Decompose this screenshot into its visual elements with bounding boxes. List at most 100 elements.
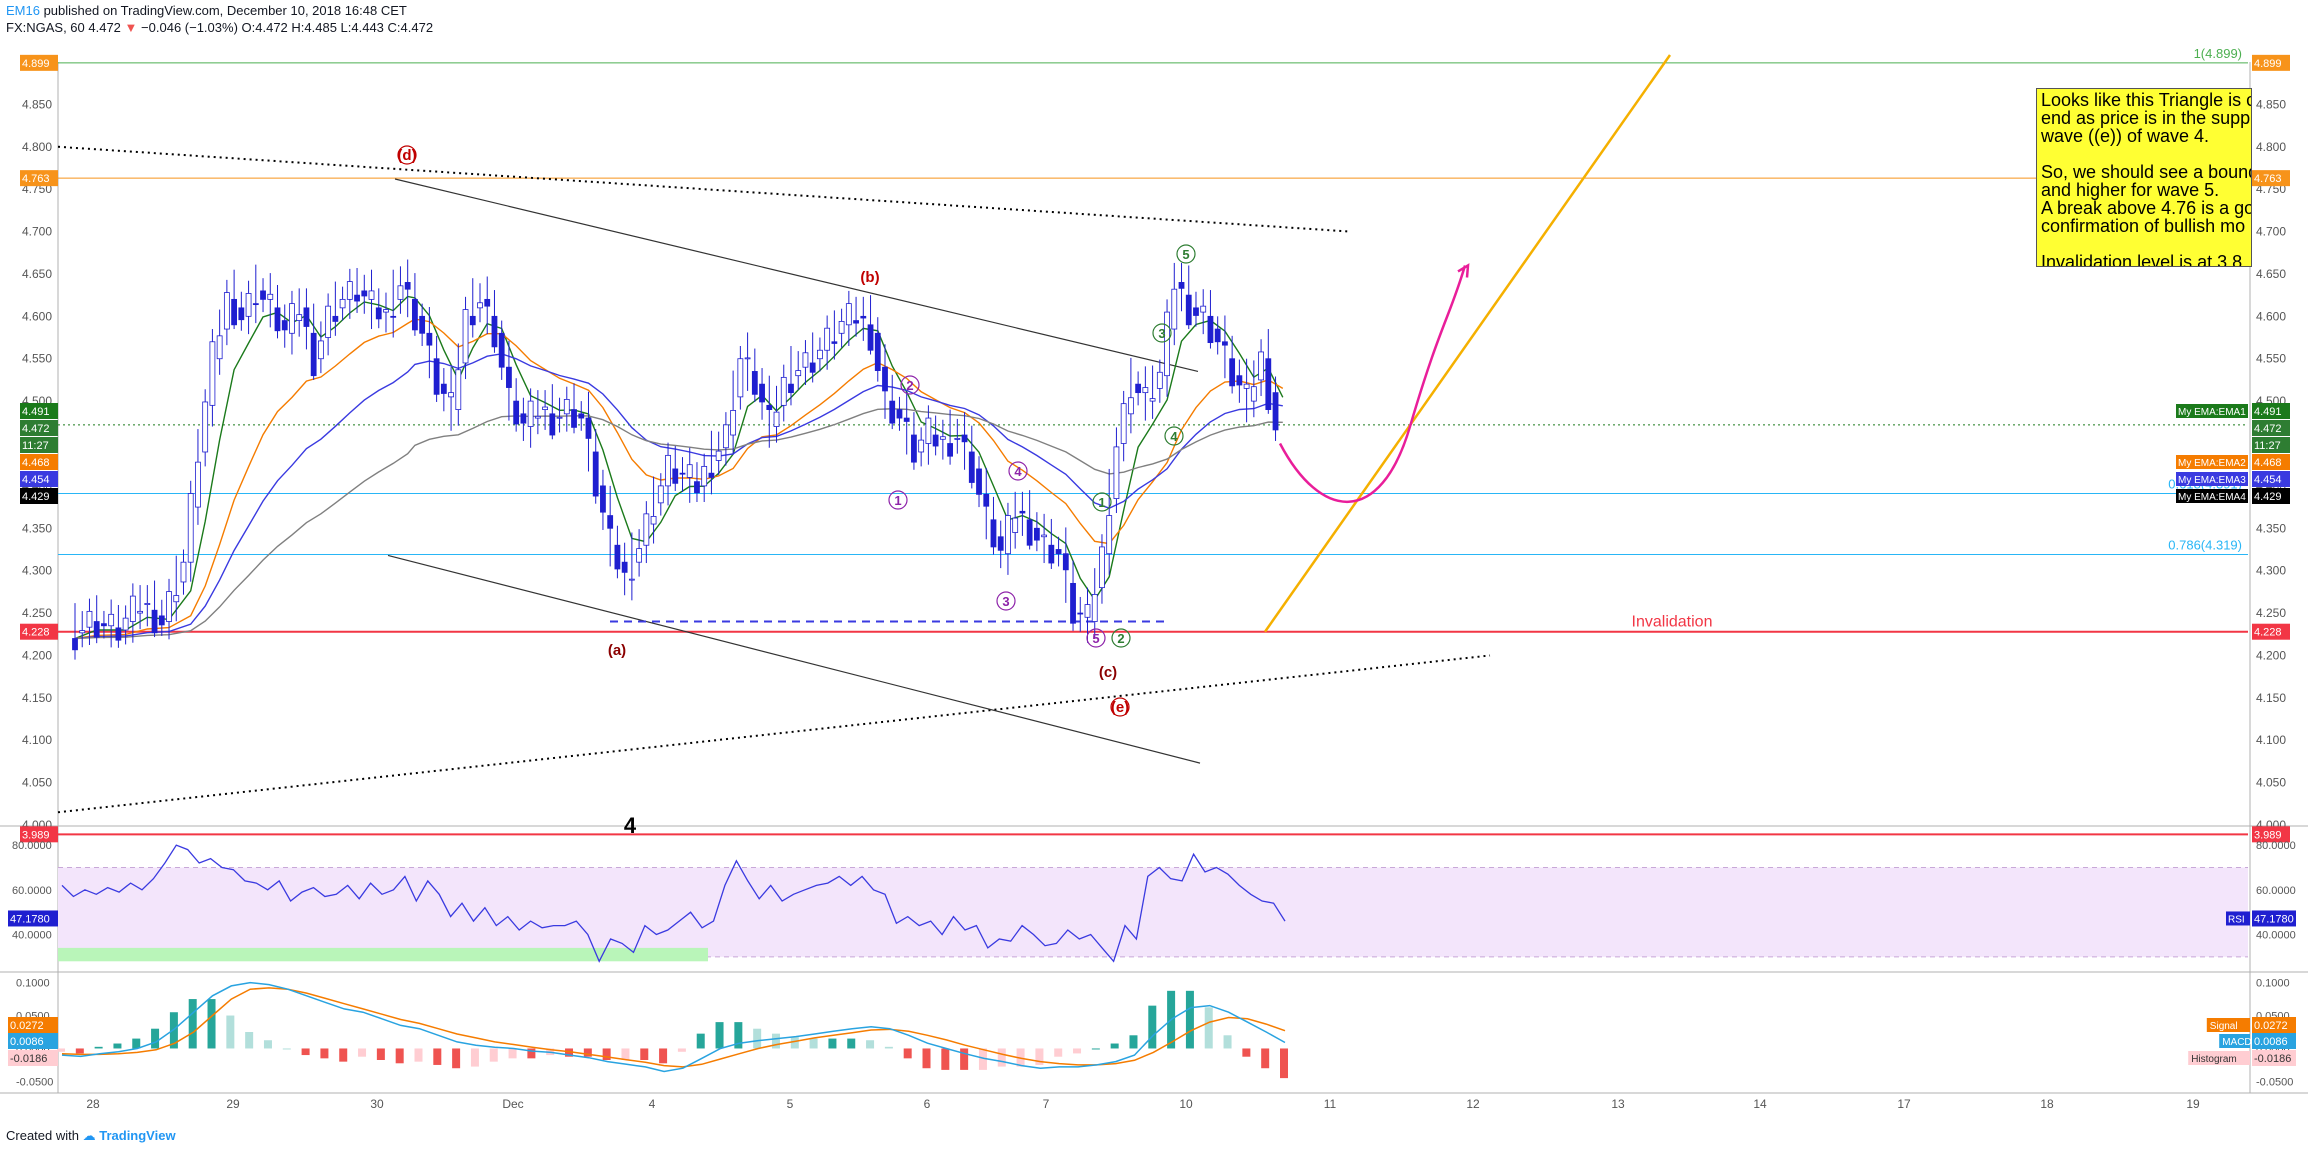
macd-histogram-bar (753, 1028, 762, 1049)
candle-body (737, 358, 744, 398)
ema-axis-tag-right (2252, 420, 2290, 436)
candle-body (983, 493, 990, 507)
tradingview-brand[interactable]: TradingView (99, 1128, 176, 1143)
candle-body (137, 610, 143, 614)
candle-body (976, 468, 982, 495)
candle-body (925, 417, 932, 444)
candle-body (252, 303, 259, 306)
ema-axis-value-left: 4.468 (22, 457, 50, 469)
candle-body (158, 615, 165, 626)
candle-body (433, 358, 440, 395)
channel-upper-line (394, 178, 1199, 373)
candle-body (571, 409, 577, 428)
candle-body (1156, 371, 1163, 389)
time-tick: 7 (1043, 1097, 1050, 1111)
candle-body (802, 352, 809, 368)
macd-tick-left: 0.1000 (16, 978, 50, 990)
price-tick-left: 4.100 (22, 733, 52, 747)
level-axis-tag-left (20, 54, 58, 71)
candle-body (1214, 328, 1221, 343)
macd-tick-right: 0.1000 (2256, 978, 2290, 990)
macd-histogram-bar (941, 1048, 950, 1070)
candle-body (1193, 307, 1199, 316)
macd-histogram-bar (1204, 1007, 1213, 1049)
wave-label-circle (1092, 492, 1112, 512)
ema-axis-value-left: 4.491 (22, 406, 50, 418)
candle-body (390, 315, 397, 318)
candle-body (534, 415, 541, 419)
ema-axis-tag-left (20, 403, 58, 419)
candle-body (997, 536, 1004, 551)
candle-body (636, 548, 643, 563)
candle-body (202, 401, 209, 453)
macd-histogram-bar (282, 1048, 291, 1050)
candle-body (513, 400, 520, 425)
candle-body (1250, 386, 1257, 402)
macd-histogram-bar (828, 1038, 837, 1049)
candle-body (643, 513, 650, 546)
price-tick-left: 4.200 (22, 648, 52, 662)
wave-label: (d) (397, 147, 416, 164)
candle-body (614, 544, 621, 570)
candle-body (506, 366, 512, 388)
candle-body (1236, 375, 1243, 386)
ema-axis-value-right: 4.454 (2254, 474, 2282, 486)
candle-body (93, 621, 100, 638)
candle-body (628, 578, 635, 581)
ema-axis-value-right: 4.429 (2254, 491, 2282, 503)
candle-body (1185, 294, 1192, 326)
level-text: 0.786(4.319) (2168, 538, 2242, 553)
macd-histogram-bar (922, 1048, 931, 1069)
candle-body (788, 383, 794, 394)
candle-body (990, 519, 997, 548)
ema-axis-tag-right (2252, 403, 2290, 419)
macd-histogram-bar (602, 1048, 611, 1060)
time-tick: Dec (502, 1097, 523, 1111)
wave-label: 1 (1098, 495, 1105, 510)
symbol-label[interactable]: FX:NGAS, 60 (6, 20, 85, 35)
macd-histogram-bar (1242, 1048, 1251, 1057)
candle-body (759, 383, 765, 403)
candle-body (542, 406, 548, 410)
macd-histogram-bar (132, 1038, 141, 1049)
wave-label: 4 (1170, 429, 1178, 444)
candle-body (600, 485, 606, 513)
macd-histogram-bar (677, 1048, 686, 1052)
candle-body (375, 307, 382, 320)
time-tick: 18 (2040, 1097, 2054, 1111)
macd-histogram-bar (790, 1036, 799, 1049)
annotation-note[interactable]: Looks like this Triangle is c end as pri… (2036, 88, 2252, 267)
price-tick-left: 4.150 (22, 691, 52, 705)
macd-histogram-bar (207, 999, 216, 1049)
candle-body (896, 409, 903, 419)
macd-histogram-bar (1054, 1048, 1063, 1057)
macd-value-right: 0.0272 (2254, 1020, 2288, 1032)
candle-body (968, 451, 975, 483)
candle-body (1026, 519, 1033, 546)
ema-axis-value-right: 4.472 (2254, 423, 2282, 435)
time-tick: 30 (370, 1097, 384, 1111)
candle-body (368, 290, 375, 300)
macd-legend-tag (2206, 1018, 2250, 1032)
rsi-tick-left: 40.0000 (12, 930, 52, 942)
level-axis-label-left: 4.228 (22, 627, 50, 639)
macd-histogram-bar (263, 1040, 272, 1049)
created-with-text: Created with (6, 1128, 79, 1143)
candle-body (209, 341, 216, 406)
level-axis-tag-right (2252, 826, 2290, 843)
time-tick: 5 (787, 1097, 794, 1111)
ema-axis-tag-left (20, 488, 58, 504)
candle-body (694, 481, 700, 494)
candle-body (1229, 358, 1236, 387)
candle-body (853, 320, 859, 324)
macd-legend-tag (2219, 1034, 2250, 1048)
candle-body (686, 464, 693, 478)
price-tick-left: 4.250 (22, 606, 52, 620)
candle-body (1200, 305, 1207, 313)
price-tick-right: 4.350 (2256, 521, 2286, 535)
publisher-name[interactable]: EM16 (6, 3, 40, 18)
macd-value-tag-left (8, 1033, 58, 1049)
macd-histogram-bar (489, 1048, 498, 1062)
candle-body (108, 613, 115, 627)
